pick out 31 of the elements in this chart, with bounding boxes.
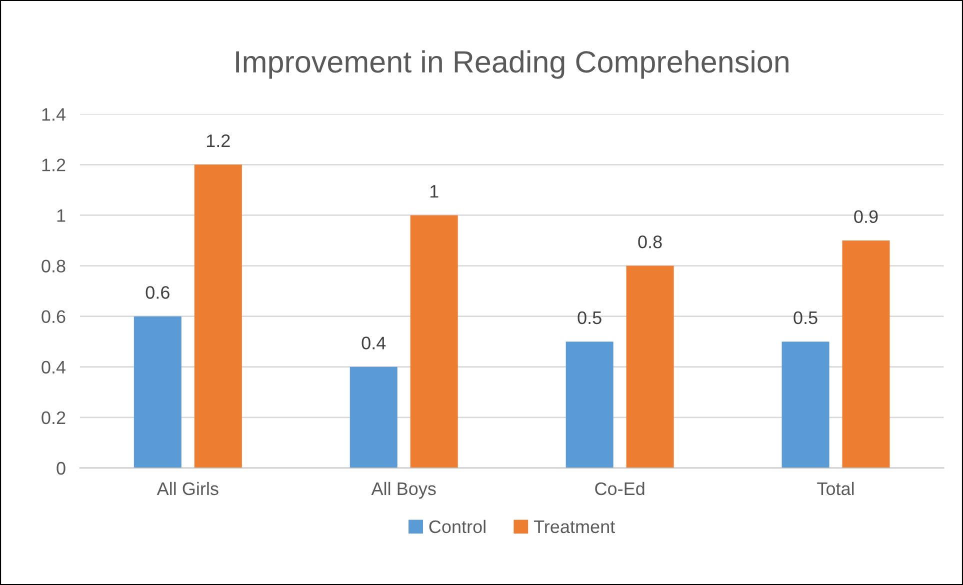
data-label: 0.9 (854, 210, 878, 224)
y-tick-label: 0 (56, 462, 66, 475)
data-label: 0.5 (794, 311, 818, 324)
bar (782, 342, 830, 468)
y-tick-label: 0.4 (42, 360, 66, 374)
bar (350, 366, 398, 468)
x-tick-label: All Girls (156, 482, 218, 496)
bar (566, 342, 614, 468)
bar (194, 164, 242, 468)
y-tick-label: 1 (57, 209, 66, 222)
data-label: 0.5 (578, 311, 602, 324)
y-tick-label: 0.8 (42, 260, 66, 272)
y-tick-label: 1.2 (42, 158, 66, 172)
chart-title: Improvement in Reading Comprehension (236, 50, 788, 79)
data-label: 0.6 (146, 286, 170, 299)
x-tick-label: All Boys (371, 482, 436, 499)
data-label: 0.8 (638, 236, 662, 248)
bar (626, 266, 674, 468)
x-tick-label: Total (817, 482, 854, 496)
x-tick-label: Co-Ed (595, 482, 644, 496)
y-tick-label: 1.4 (42, 108, 66, 121)
bar (842, 240, 890, 468)
y-tick-label: 0.2 (42, 411, 66, 424)
data-label: 1.2 (206, 134, 230, 147)
legend-label: Control (429, 520, 486, 534)
data-label: 1 (430, 185, 438, 198)
y-tick-label: 0.6 (42, 310, 66, 324)
data-label: 0.4 (362, 336, 386, 350)
bar (410, 215, 458, 468)
bar (134, 316, 182, 468)
legend-label: Treatment (534, 520, 616, 534)
